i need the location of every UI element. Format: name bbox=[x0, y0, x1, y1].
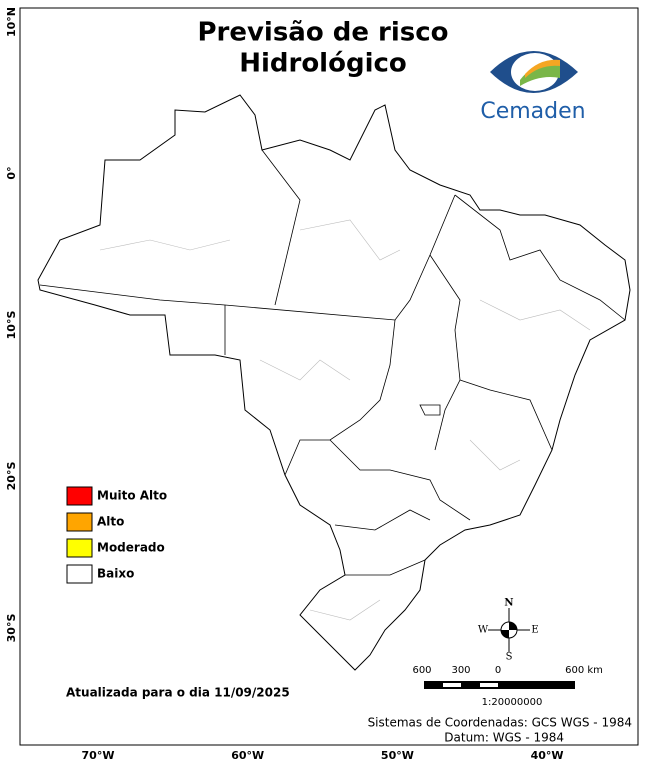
compass-n: N bbox=[504, 598, 513, 609]
logo-sun bbox=[525, 59, 560, 78]
scale-label: 600 km bbox=[565, 665, 603, 676]
basin-borders bbox=[99, 219, 591, 621]
compass-w: W bbox=[478, 625, 489, 636]
lon-label: 60°W bbox=[231, 749, 264, 762]
lat-label: 20°S bbox=[5, 462, 18, 491]
scale-label: 0 bbox=[495, 665, 501, 676]
update-note: Atualizada para o dia 11/09/2025 bbox=[66, 686, 290, 700]
lon-label: 50°W bbox=[381, 749, 414, 762]
scale-label: 600 bbox=[412, 665, 431, 676]
coordinate-system: Sistemas de Coordenadas: GCS WGS - 1984 bbox=[368, 716, 632, 730]
legend: Muito Alto Alto Moderado Baixo bbox=[66, 486, 167, 584]
legend-swatch bbox=[66, 538, 93, 558]
state-borders bbox=[39, 149, 626, 576]
scale-label: 300 bbox=[451, 665, 470, 676]
title-line: Hidrológico bbox=[239, 49, 407, 79]
compass: N E S W bbox=[478, 598, 539, 663]
country-outline bbox=[37, 94, 631, 671]
brazil-map bbox=[37, 94, 631, 671]
legend-swatch bbox=[66, 486, 93, 506]
logo-text: Cemaden bbox=[480, 99, 585, 124]
lat-label: 10°S bbox=[5, 311, 18, 340]
scale-bar: 600 300 0 600 km 1:20000000 bbox=[412, 665, 602, 708]
legend-swatch bbox=[66, 512, 93, 532]
compass-rose bbox=[501, 622, 517, 638]
graticule-labels: 10°N 0° 10°S 20°S 30°S 70°W 60°W 50°W 40°W bbox=[5, 7, 564, 762]
legend-swatch bbox=[66, 564, 93, 584]
scale-segment bbox=[480, 683, 498, 687]
legend-label: Muito Alto bbox=[97, 489, 167, 503]
lon-label: 70°W bbox=[82, 749, 115, 762]
logo: Cemaden bbox=[480, 51, 586, 124]
scale-segment bbox=[443, 683, 461, 687]
compass-e: E bbox=[531, 625, 538, 636]
lat-label: 30°S bbox=[5, 614, 18, 643]
compass-s: S bbox=[506, 652, 513, 663]
lat-label: 10°N bbox=[5, 7, 18, 37]
legend-label: Baixo bbox=[97, 567, 134, 581]
datum: Datum: WGS - 1984 bbox=[444, 731, 564, 745]
legend-label: Moderado bbox=[97, 541, 165, 555]
logo-leaf bbox=[520, 64, 560, 86]
scale-segment bbox=[424, 681, 575, 689]
scale-ratio: 1:20000000 bbox=[482, 697, 543, 708]
legend-label: Alto bbox=[97, 515, 124, 529]
title-line: Previsão de risco bbox=[197, 18, 448, 48]
lat-label: 0° bbox=[5, 166, 18, 179]
lon-label: 40°W bbox=[531, 749, 564, 762]
